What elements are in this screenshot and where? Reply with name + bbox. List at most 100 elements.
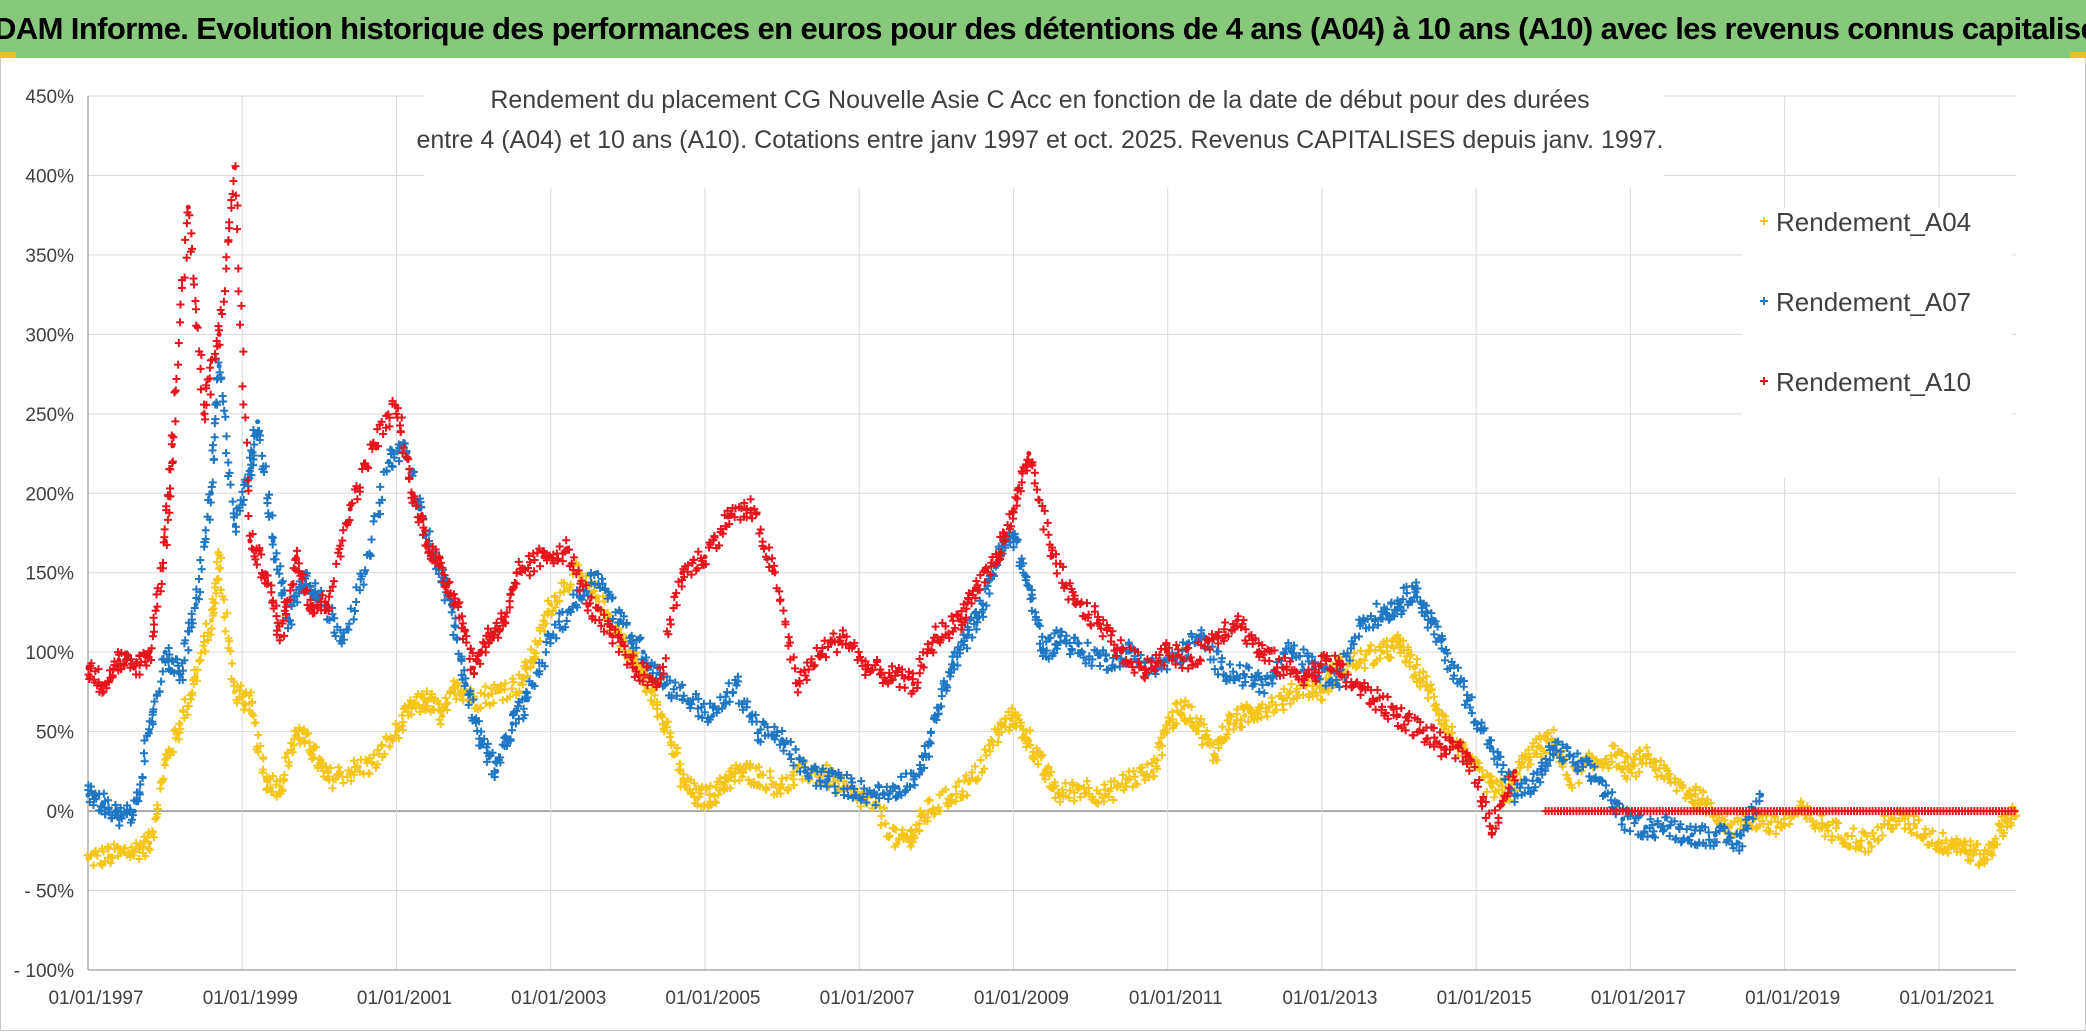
scatter-mark: [1878, 831, 1887, 840]
scatter-mark: [550, 592, 559, 601]
scatter-mark: [555, 597, 564, 606]
scatter-mark: [1393, 631, 1402, 640]
scatter-mark: [248, 697, 257, 706]
scatter-mark: [1635, 746, 1644, 755]
scatter-mark: [915, 819, 924, 828]
scatter-mark: [1226, 712, 1235, 721]
scatter-mark: [1369, 660, 1378, 669]
scatter-mark: [714, 790, 723, 799]
scatter-mark: [1168, 708, 1177, 717]
scatter-mark: [509, 677, 518, 686]
scatter-mark: [1585, 749, 1594, 758]
y-tick-label: 300%: [25, 325, 74, 346]
scatter-mark: [1044, 762, 1053, 771]
scatter-mark: [336, 768, 345, 777]
scatter-mark: [385, 742, 394, 751]
scatter-mark: [302, 729, 311, 738]
scatter-mark: [1771, 812, 1780, 821]
scatter-mark: [214, 574, 223, 583]
scatter-mark: [1762, 811, 1771, 820]
data-point: [1411, 665, 1417, 671]
scatter-mark: [790, 781, 799, 790]
scatter-mark: [1644, 750, 1653, 759]
scatter-mark: [144, 844, 153, 853]
scatter-mark: [660, 727, 669, 736]
scatter-mark: [287, 745, 296, 754]
scatter-mark: [148, 828, 157, 837]
scatter-mark: [1478, 766, 1487, 775]
scatter-mark: [1610, 742, 1619, 751]
scatter-mark: [1101, 785, 1110, 794]
scatter-mark: [452, 695, 461, 704]
y-tick-label: - 100%: [14, 961, 74, 982]
scatter-mark: [226, 647, 235, 656]
scatter-mark: [676, 765, 685, 774]
scatter-mark: [702, 785, 711, 794]
scatter-mark: [423, 702, 432, 711]
scatter-mark: [758, 770, 767, 779]
scatter-mark: [1412, 660, 1421, 669]
scatter-mark: [1635, 767, 1644, 776]
scatter-mark: [1421, 682, 1430, 691]
scatter-mark: [727, 772, 736, 781]
scatter-mark: [1532, 750, 1541, 759]
data-point: [548, 602, 554, 608]
scatter-mark: [1199, 720, 1208, 729]
scatter-mark: [1360, 664, 1369, 673]
scatter-mark: [365, 769, 374, 778]
scatter-mark: [1490, 793, 1499, 802]
scatter-mark: [206, 630, 215, 639]
scatter-mark: [326, 764, 335, 773]
scatter-mark: [958, 787, 967, 796]
x-tick-label: 01/01/2003: [511, 988, 606, 1009]
scatter-mark: [1318, 695, 1326, 704]
scatter-mark: [1286, 699, 1295, 708]
scatter-mark: [754, 763, 763, 772]
scatter-mark: [1655, 764, 1664, 773]
scatter-mark: [1353, 660, 1362, 669]
scatter-mark: [1360, 656, 1369, 665]
scatter-mark: [906, 842, 915, 851]
scatter-mark: [1172, 719, 1181, 728]
scatter-mark: [581, 572, 590, 581]
scatter-mark: [1279, 705, 1288, 714]
scatter-mark: [1847, 832, 1856, 841]
scatter-mark: [1209, 740, 1218, 749]
scatter-mark: [541, 619, 550, 628]
scatter-mark: [1153, 756, 1162, 765]
scatter-mark: [216, 563, 225, 572]
scatter-mark: [690, 779, 699, 788]
scatter-mark: [986, 747, 995, 756]
scatter-mark: [1299, 691, 1308, 700]
scatter-mark: [1496, 777, 1505, 786]
scatter-mark: [1202, 726, 1211, 735]
scatter-mark: [891, 825, 900, 834]
scatter-mark: [1017, 718, 1026, 727]
scatter-mark: [259, 765, 268, 774]
scatter-mark: [284, 761, 293, 770]
scatter-mark: [798, 775, 807, 784]
scatter-mark: [971, 762, 980, 771]
scatter-mark: [782, 773, 791, 782]
scatter-mark: [954, 777, 963, 786]
scatter-mark: [1914, 816, 1923, 825]
scatter-mark: [910, 831, 919, 840]
y-tick-label: - 50%: [24, 882, 74, 903]
scatter-mark: [559, 587, 568, 596]
banner-accent-left: [0, 52, 16, 58]
scatter-mark: [1574, 779, 1583, 788]
scatter-mark: [1176, 698, 1185, 707]
scatter-mark: [186, 695, 195, 704]
scatter-mark: [1152, 764, 1161, 773]
scatter-mark: [1366, 641, 1375, 650]
scatter-mark: [130, 848, 139, 857]
scatter-mark: [394, 734, 403, 743]
y-tick-label: 100%: [25, 643, 74, 664]
data-point: [1728, 824, 1734, 830]
data-point: [1566, 776, 1572, 782]
scatter-mark: [941, 785, 950, 794]
scatter-mark: [1110, 776, 1119, 785]
scatter-mark: [1350, 649, 1359, 658]
x-tick-label: 01/01/2015: [1437, 988, 1532, 1009]
scatter-mark: [349, 756, 358, 765]
